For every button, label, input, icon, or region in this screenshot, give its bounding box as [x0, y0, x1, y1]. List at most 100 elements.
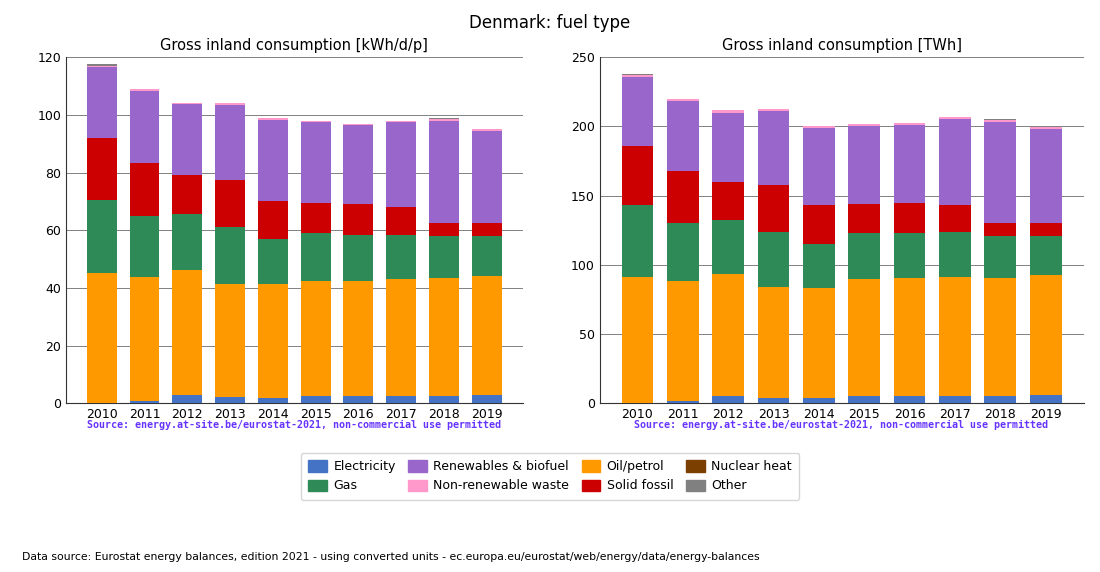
Title: Gross inland consumption [kWh/d/p]: Gross inland consumption [kWh/d/p] — [161, 38, 428, 53]
Bar — [130, 89, 159, 91]
Bar — [848, 204, 880, 233]
Bar — [1030, 275, 1062, 395]
Bar — [939, 396, 971, 403]
Bar — [429, 119, 459, 121]
Bar — [429, 278, 459, 396]
Bar — [429, 121, 459, 223]
Bar — [386, 207, 416, 235]
Bar — [130, 401, 159, 403]
Bar — [429, 236, 459, 278]
Bar — [300, 122, 331, 203]
Bar — [712, 110, 744, 113]
Bar — [667, 100, 698, 101]
Bar — [621, 75, 653, 77]
Bar — [984, 119, 1016, 120]
Bar — [429, 396, 459, 403]
Bar — [984, 236, 1016, 278]
Bar — [848, 279, 880, 396]
Bar — [130, 163, 159, 216]
Bar — [1030, 129, 1062, 223]
Bar — [386, 122, 416, 207]
Bar — [848, 124, 880, 126]
Bar — [429, 118, 459, 119]
Bar — [667, 401, 698, 403]
Bar — [257, 201, 288, 240]
Bar — [216, 180, 245, 227]
Bar — [1030, 127, 1062, 129]
Bar — [87, 273, 117, 403]
Bar — [216, 227, 245, 284]
Bar — [621, 205, 653, 277]
Bar — [848, 233, 880, 279]
Bar — [758, 398, 790, 403]
Bar — [472, 276, 502, 395]
Bar — [984, 120, 1016, 122]
Text: Source: energy.at-site.be/eurostat-2021, non-commercial use permitted: Source: energy.at-site.be/eurostat-2021,… — [87, 420, 502, 431]
Bar — [343, 125, 373, 204]
Bar — [712, 274, 744, 396]
Bar — [343, 124, 373, 125]
Bar — [939, 232, 971, 277]
Bar — [257, 120, 288, 201]
Bar — [386, 235, 416, 279]
Bar — [173, 214, 202, 270]
Bar — [472, 131, 502, 223]
Text: Denmark: fuel type: Denmark: fuel type — [470, 14, 630, 32]
Bar — [667, 223, 698, 281]
Bar — [939, 117, 971, 119]
Bar — [87, 138, 117, 200]
Bar — [712, 182, 744, 220]
Bar — [758, 111, 790, 185]
Bar — [848, 126, 880, 204]
Bar — [667, 281, 698, 401]
Bar — [130, 277, 159, 401]
Bar — [803, 205, 835, 244]
Bar — [758, 232, 790, 287]
Bar — [893, 125, 925, 203]
Bar — [803, 244, 835, 288]
Bar — [712, 396, 744, 403]
Bar — [173, 103, 202, 104]
Bar — [893, 278, 925, 396]
Bar — [257, 118, 288, 120]
Bar — [300, 203, 331, 233]
Bar — [1030, 223, 1062, 236]
Bar — [173, 104, 202, 175]
Bar — [343, 235, 373, 281]
Bar — [173, 270, 202, 395]
Bar — [893, 123, 925, 125]
Bar — [758, 287, 790, 398]
Bar — [216, 105, 245, 180]
Bar — [386, 121, 416, 122]
Legend: Electricity, Gas, Renewables & biofuel, Non-renewable waste, Oil/petrol, Solid f: Electricity, Gas, Renewables & biofuel, … — [301, 452, 799, 500]
Bar — [621, 146, 653, 205]
Bar — [621, 277, 653, 403]
Bar — [257, 398, 288, 403]
Bar — [984, 223, 1016, 236]
Bar — [803, 399, 835, 403]
Text: Data source: Eurostat energy balances, edition 2021 - using converted units - ec: Data source: Eurostat energy balances, e… — [22, 552, 760, 562]
Bar — [472, 129, 502, 131]
Bar — [87, 66, 117, 67]
Bar — [667, 172, 698, 223]
Bar — [848, 396, 880, 403]
Bar — [300, 281, 331, 396]
Bar — [621, 74, 653, 75]
Bar — [130, 91, 159, 163]
Bar — [667, 101, 698, 172]
Bar — [803, 126, 835, 128]
Bar — [173, 175, 202, 214]
Title: Gross inland consumption [TWh]: Gross inland consumption [TWh] — [722, 38, 961, 53]
Bar — [984, 396, 1016, 403]
Bar — [472, 236, 502, 276]
Bar — [939, 119, 971, 205]
Bar — [893, 233, 925, 278]
Bar — [257, 240, 288, 284]
Bar — [758, 185, 790, 232]
Bar — [803, 128, 835, 205]
Bar — [712, 220, 744, 274]
Bar — [429, 223, 459, 236]
Bar — [386, 396, 416, 403]
Bar — [984, 122, 1016, 223]
Bar — [621, 77, 653, 146]
